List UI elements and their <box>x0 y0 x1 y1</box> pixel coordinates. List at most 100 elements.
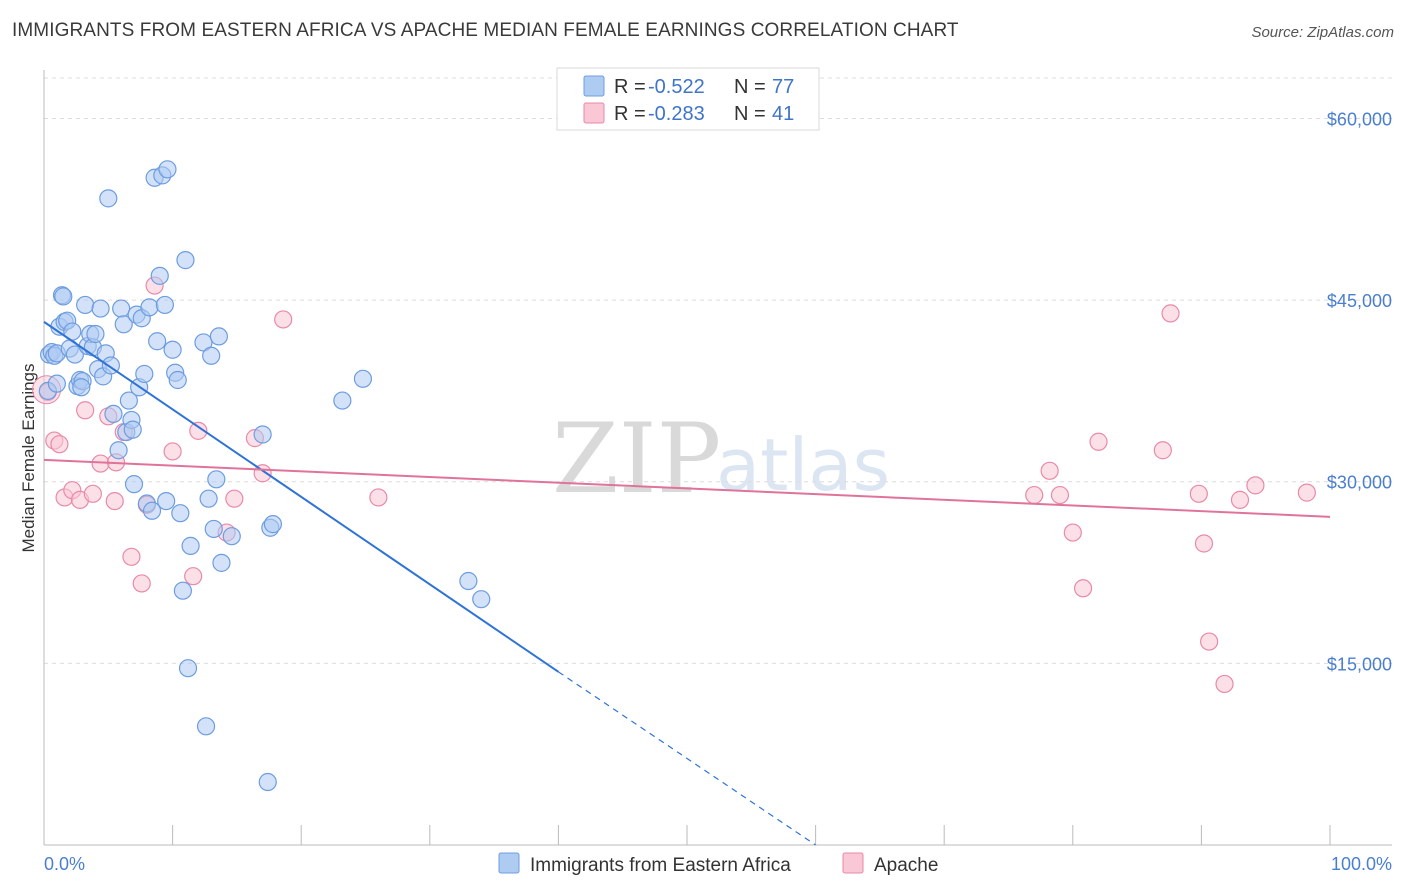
eastern-africa-point-48 <box>163 340 182 359</box>
eastern-africa-point-27 <box>104 404 123 424</box>
eastern-africa-point-74 <box>72 378 91 397</box>
series-legend-swatch-apache <box>842 852 864 874</box>
apache-point-36 <box>1215 674 1234 694</box>
eastern-africa-point-44 <box>150 266 169 285</box>
axes <box>43 70 1392 846</box>
eastern-africa-point-76 <box>157 491 176 511</box>
apache-point-34 <box>1194 534 1214 553</box>
series-legend: Immigrants from Eastern Africa Apache <box>498 852 938 876</box>
apache-point-17 <box>184 567 203 586</box>
apache-point-20 <box>225 489 244 508</box>
y-tick-label-60000: $60,000 <box>1327 109 1392 129</box>
y-tick-label-30000: $30,000 <box>1327 473 1392 493</box>
eastern-africa-point-62 <box>209 327 228 346</box>
eastern-africa-point-38 <box>135 364 154 384</box>
eastern-africa-point-16 <box>76 295 95 315</box>
eastern-africa-point-75 <box>123 420 142 439</box>
apache-point-26 <box>1040 461 1059 480</box>
watermark: ZIP atlas <box>552 403 890 515</box>
apache-point-25 <box>1025 485 1044 505</box>
eastern-africa-point-57 <box>196 717 216 736</box>
apache-point-7 <box>83 484 102 503</box>
trend-line-eastern-africa <box>43 321 559 673</box>
y-tick-label-15000: $15,000 <box>1327 654 1392 674</box>
apache-point-13 <box>132 574 151 593</box>
apache-point-28 <box>1063 523 1082 542</box>
eastern-africa-point-65 <box>253 425 272 444</box>
eastern-africa-point-72 <box>472 590 491 609</box>
eastern-africa-point-28 <box>109 441 128 460</box>
y-axis-label: Median Female Earnings <box>19 364 38 553</box>
eastern-africa-point-71 <box>459 571 478 591</box>
apache-point-12 <box>122 547 141 566</box>
x-tick-label-min: 0.0% <box>44 854 85 874</box>
legend-swatch-apache <box>583 102 605 124</box>
apache-point-37 <box>1230 490 1250 509</box>
series-eastern-africa-points <box>38 160 491 792</box>
eastern-africa-point-50 <box>168 370 187 390</box>
eastern-africa-point-73 <box>47 374 66 393</box>
apache-point-32 <box>1161 304 1180 323</box>
apache-point-23 <box>274 310 293 329</box>
eastern-africa-point-46 <box>155 295 174 315</box>
series-legend-label-apache: Apache <box>874 855 938 876</box>
apache-point-16 <box>163 442 182 461</box>
chart-title: IMMIGRANTS FROM EASTERN AFRICA VS APACHE… <box>12 20 959 41</box>
apache-point-39 <box>1297 483 1316 502</box>
apache-point-30 <box>1089 432 1108 451</box>
eastern-africa-point-68 <box>263 515 283 534</box>
eastern-africa-point-30 <box>114 315 133 334</box>
legend-swatch-eastern-africa <box>583 75 605 97</box>
eastern-africa-point-43 <box>148 332 167 351</box>
eastern-africa-point-25 <box>99 189 118 208</box>
apache-point-18 <box>189 421 208 440</box>
legend-n-value-1: 41 <box>772 103 794 125</box>
legend-r-label-1: R = <box>614 103 646 125</box>
apache-point-35 <box>1200 632 1219 651</box>
eastern-africa-point-47 <box>158 160 177 179</box>
legend-r-value-0: -0.522 <box>648 76 705 98</box>
eastern-africa-point-60 <box>204 519 223 539</box>
eastern-africa-point-69 <box>333 391 352 410</box>
apache-point-24 <box>369 488 388 507</box>
watermark-zip: ZIP <box>552 403 721 515</box>
trend-line-eastern-africa-extension <box>558 671 816 846</box>
eastern-africa-point-61 <box>207 470 226 489</box>
eastern-africa-point-63 <box>212 553 231 572</box>
apache-point-38 <box>1246 476 1265 495</box>
apache-point-31 <box>1153 441 1172 460</box>
gridlines <box>44 77 1392 664</box>
trend-lines <box>43 321 1331 846</box>
eastern-africa-point-52 <box>173 581 192 600</box>
legend-r-value-1: -0.283 <box>648 103 705 125</box>
y-tick-label-45000: $45,000 <box>1327 291 1392 311</box>
eastern-africa-point-34 <box>124 475 144 494</box>
eastern-africa-point-7 <box>54 287 73 306</box>
apache-point-27 <box>1050 485 1070 505</box>
trend-line-apache <box>43 458 1331 518</box>
eastern-africa-point-64 <box>222 527 241 546</box>
eastern-africa-point-58 <box>199 489 218 508</box>
source-label: Source: ZipAtlas.com <box>1251 24 1394 41</box>
eastern-africa-point-29 <box>112 299 131 318</box>
correlation-legend: R = -0.522 N = 77 R = -0.283 N = 41 <box>556 67 820 131</box>
eastern-africa-point-22 <box>91 299 110 318</box>
series-legend-swatch-eastern-africa <box>498 852 520 874</box>
series-legend-label-eastern-africa: Immigrants from Eastern Africa <box>530 855 791 876</box>
legend-r-label-0: R = <box>614 76 646 98</box>
apache-point-33 <box>1189 484 1208 503</box>
legend-n-label-1: N = <box>734 103 766 125</box>
apache-point-6 <box>76 401 95 420</box>
eastern-africa-point-59 <box>202 346 221 365</box>
eastern-africa-point-70 <box>353 369 373 388</box>
y-tick-labels: $15,000 $30,000 $45,000 $60,000 <box>1327 109 1392 674</box>
eastern-africa-point-55 <box>181 536 200 555</box>
legend-n-label-0: N = <box>734 76 766 98</box>
eastern-africa-point-51 <box>171 504 190 523</box>
eastern-africa-point-40 <box>140 298 159 317</box>
eastern-africa-point-41 <box>142 501 162 520</box>
legend-n-value-0: 77 <box>772 76 794 98</box>
apache-point-40 <box>105 491 124 511</box>
eastern-africa-point-20 <box>86 324 105 344</box>
eastern-africa-point-53 <box>176 251 195 270</box>
